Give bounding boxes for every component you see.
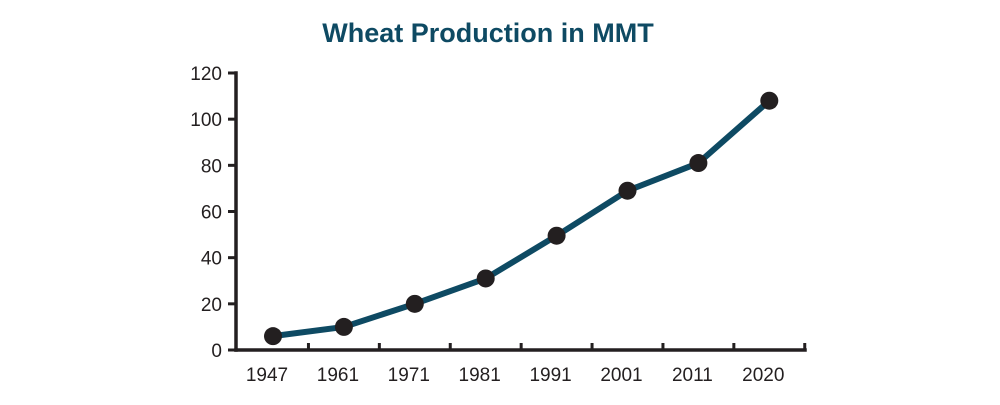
data-point	[264, 327, 282, 346]
x-tick-label: 1991	[529, 365, 571, 386]
axes: 0 20 40 60 80 100 120 1947 1961 1971 1981 1991 2001 2…	[190, 64, 807, 386]
y-tick-label: 100	[190, 110, 222, 131]
x-tick-label: 1947	[246, 365, 288, 386]
series-layer	[264, 91, 779, 346]
x-tick-label: 1971	[388, 365, 430, 386]
y-tick-label: 80	[201, 156, 222, 177]
data-point	[334, 317, 353, 336]
x-tick-label: 1961	[317, 365, 359, 386]
y-tick-label: 60	[201, 203, 222, 224]
y-tick-label: 20	[201, 295, 222, 316]
x-tick-label: 2001	[600, 365, 642, 386]
series-line	[270, 97, 773, 340]
y-tick-label: 40	[201, 249, 222, 270]
x-tick-label: 1981	[459, 365, 501, 386]
data-point	[618, 181, 637, 200]
data-point	[405, 294, 424, 313]
data-point	[760, 91, 779, 110]
y-tick-label: 0	[211, 341, 222, 362]
data-point	[547, 226, 566, 245]
x-tick-label: 2020	[742, 365, 784, 386]
data-point	[689, 154, 708, 173]
x-tick-label: 2011	[672, 365, 713, 386]
y-tick-label: 120	[190, 64, 222, 85]
chart-title: Wheat Production in MMT	[322, 18, 654, 48]
data-point	[476, 269, 495, 288]
